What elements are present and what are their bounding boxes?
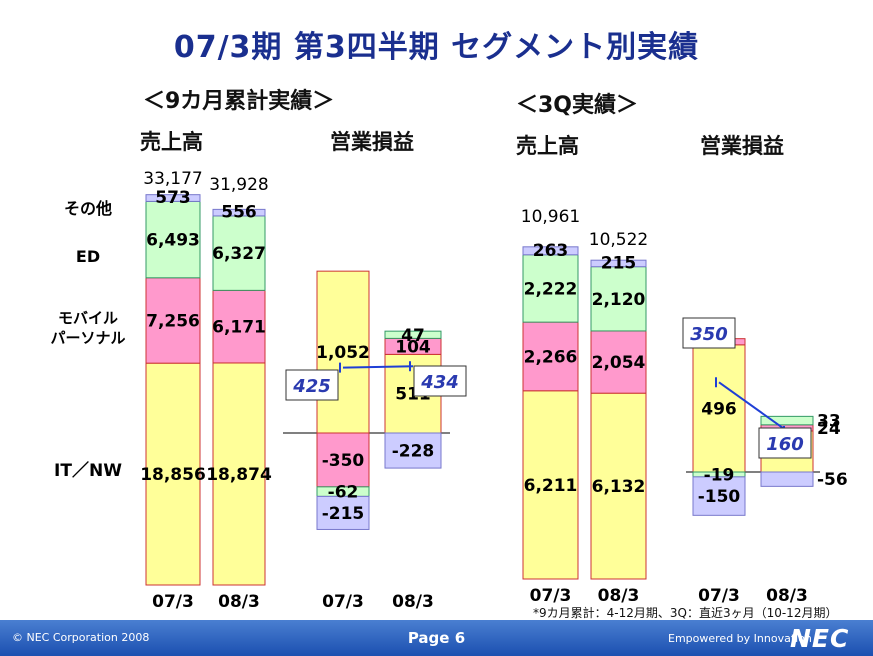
data-label-itnw: 1,052 bbox=[316, 343, 370, 363]
header-op-income-cumulative: 営業損益 bbox=[330, 130, 414, 154]
data-label-other: -228 bbox=[392, 442, 435, 462]
copyright: © NEC Corporation 2008 bbox=[12, 631, 150, 644]
total-callout-label: 425 bbox=[292, 376, 331, 397]
data-label-itnw: 6,211 bbox=[524, 476, 578, 496]
bar-segment-other bbox=[145, 194, 201, 202]
data-label-other: -150 bbox=[698, 487, 741, 507]
section-title-quarter: ＜3Q実績＞ bbox=[516, 93, 639, 118]
bar-segment-other bbox=[522, 246, 579, 256]
bar-segment-itnw bbox=[145, 362, 201, 586]
header-op-income-quarter: 営業損益 bbox=[700, 134, 784, 158]
bar-segment-ed bbox=[590, 266, 647, 332]
data-label-ed: -62 bbox=[328, 483, 359, 503]
category-tick-label: 07/3 bbox=[152, 592, 194, 612]
bar-segment-ed bbox=[145, 200, 201, 279]
category-label-mobile: モバイル パーソナル bbox=[46, 308, 130, 348]
total-label: 10,961 bbox=[521, 207, 580, 227]
category-tick-label: 07/3 bbox=[698, 586, 740, 606]
total-trend-line bbox=[342, 365, 414, 369]
segment-charts: 18,856 7,256 6,493 573 07/3 18,874 6,171 6,327 5… bbox=[140, 169, 848, 612]
data-label-mobile: 7,256 bbox=[146, 311, 200, 331]
bar-segment-mobile bbox=[522, 321, 579, 392]
data-label-mobile: 104 bbox=[395, 337, 431, 357]
data-label-ed: 2,120 bbox=[592, 290, 646, 310]
category-tick-label: 08/3 bbox=[766, 586, 808, 606]
bar-segment-itnw bbox=[522, 390, 579, 580]
tagline: Empowered by Innovation bbox=[668, 632, 812, 645]
header-sales-cumulative: 売上高 bbox=[140, 130, 203, 154]
nec-logo: NEC bbox=[790, 624, 850, 653]
data-label-other: -56 bbox=[817, 470, 848, 490]
data-label-other: 215 bbox=[601, 253, 637, 273]
footer-bar: © NEC Corporation 2008 Page 6 Empowered … bbox=[0, 620, 873, 656]
category-tick-label: 07/3 bbox=[530, 586, 572, 606]
category-label-itnw: IT／NW bbox=[54, 461, 122, 481]
bar-segment-itnw bbox=[590, 392, 647, 580]
bar-segment-mobile bbox=[590, 330, 647, 394]
total-label: 31,928 bbox=[209, 175, 268, 195]
page-title: 07/3期 第3四半期 セグメント別実績 bbox=[173, 30, 700, 65]
data-label-mobile: 2,266 bbox=[524, 347, 578, 367]
bar-segment-itnw bbox=[316, 270, 370, 434]
data-label-itnw: 496 bbox=[701, 399, 737, 419]
category-label-other: その他 bbox=[63, 199, 112, 218]
total-trend-line bbox=[718, 381, 788, 432]
data-label-other: 263 bbox=[533, 241, 569, 261]
data-label-ed: 47 bbox=[401, 326, 425, 346]
category-tick-label: 08/3 bbox=[218, 592, 260, 612]
total-label: 33,177 bbox=[143, 169, 202, 189]
bar-segment-itnw bbox=[692, 344, 746, 473]
bar-segment-other bbox=[590, 259, 647, 268]
header-sales-quarter: 売上高 bbox=[516, 134, 579, 158]
bar-segment-mobile bbox=[212, 289, 266, 364]
data-label-itnw: 18,874 bbox=[206, 465, 272, 485]
footnote: *9カ月累計：4-12月期、3Q：直近3ヶ月（10-12月期） bbox=[533, 606, 838, 620]
bar-segment-other bbox=[212, 208, 266, 217]
data-label-mobile: 24 bbox=[817, 419, 841, 439]
section-title-cumulative: ＜9カ月累計実績＞ bbox=[143, 89, 335, 114]
total-label: 10,522 bbox=[589, 230, 648, 250]
category-tick-label: 08/3 bbox=[598, 586, 640, 606]
bar-segment-ed bbox=[384, 330, 442, 339]
data-label-mobile: 6,171 bbox=[212, 318, 266, 338]
bar-segment-other bbox=[384, 432, 442, 469]
category-label-ed: ED bbox=[75, 247, 101, 266]
total-callout-box bbox=[285, 369, 339, 401]
data-label-ed: 6,493 bbox=[146, 231, 200, 251]
bar-segment-ed bbox=[212, 215, 266, 291]
data-label-mobile: -350 bbox=[322, 451, 365, 471]
data-label-other: -215 bbox=[322, 504, 365, 524]
total-callout-label: 160 bbox=[766, 434, 804, 455]
data-label-ed: -19 bbox=[704, 465, 735, 485]
category-tick-label: 07/3 bbox=[322, 592, 364, 612]
bar-segment-mobile bbox=[145, 277, 201, 364]
data-label-other: 556 bbox=[221, 203, 257, 223]
category-tick-label: 08/3 bbox=[392, 592, 434, 612]
bar-segment-other bbox=[760, 471, 814, 487]
total-callout-label: 434 bbox=[420, 372, 459, 393]
total-callout-box bbox=[413, 365, 467, 397]
page-number: Page 6 bbox=[407, 629, 466, 647]
category-label-mobile-line2: パーソナル bbox=[50, 329, 126, 347]
total-callout-label: 350 bbox=[690, 324, 728, 345]
data-label-itnw: 18,856 bbox=[140, 465, 206, 485]
total-callout-box bbox=[682, 317, 736, 349]
category-label-mobile-line1: モバイル bbox=[57, 309, 118, 327]
bar-segment-ed bbox=[522, 254, 579, 323]
bar-segment-other bbox=[316, 495, 370, 530]
data-label-other: 573 bbox=[155, 188, 191, 208]
bar-segment-itnw bbox=[212, 362, 266, 586]
bar-segment-ed bbox=[760, 415, 814, 426]
bar-segment-other bbox=[692, 476, 746, 516]
total-callout-box bbox=[758, 427, 812, 459]
data-label-ed: 33 bbox=[817, 412, 841, 432]
data-label-ed: 2,222 bbox=[524, 279, 578, 299]
data-label-mobile: 2,054 bbox=[592, 353, 646, 373]
data-label-itnw: 6,132 bbox=[592, 477, 646, 497]
data-label-ed: 6,327 bbox=[212, 244, 266, 264]
